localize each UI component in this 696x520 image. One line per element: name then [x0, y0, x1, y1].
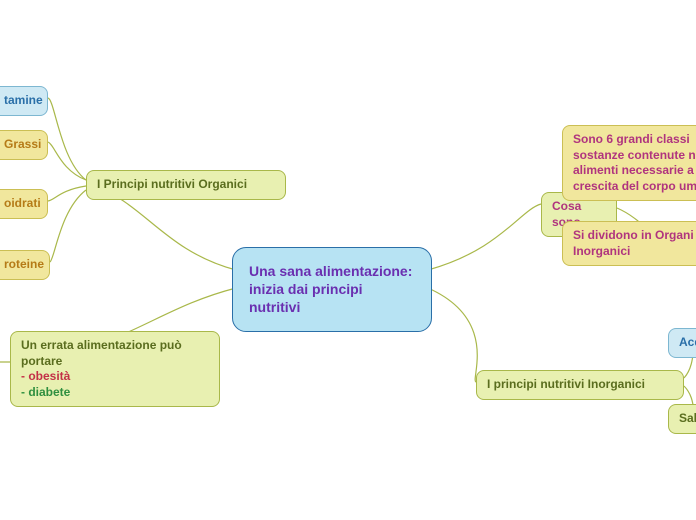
node-acqua-text: Acq — [679, 335, 696, 349]
node-sali[interactable]: Sali — [668, 404, 696, 434]
node-dividono-text: Si dividono in Organi Inorganici — [573, 228, 694, 258]
node-grassi[interactable]: Grassi — [0, 130, 48, 160]
node-proteine[interactable]: roteine — [0, 250, 50, 280]
node-carboidrati[interactable]: oidrati — [0, 189, 48, 219]
node-errata-main: Un errata alimentazione può portare — [21, 338, 209, 369]
node-sali-text: Sali — [679, 411, 696, 425]
mindmap-canvas: Una sana alimentazione: inizia dai princ… — [0, 0, 696, 520]
node-vitamine-text: tamine — [4, 93, 43, 107]
node-sei_classi[interactable]: Sono 6 grandi classi sostanze contenute … — [562, 125, 696, 201]
node-center[interactable]: Una sana alimentazione: inizia dai princ… — [232, 247, 432, 332]
node-inorganici-text: I principi nutritivi Inorganici — [487, 377, 645, 391]
node-proteine-text: roteine — [4, 257, 44, 271]
node-errata-sub1: - obesità — [21, 369, 209, 385]
node-errata[interactable]: Un errata alimentazione può portare- obe… — [10, 331, 220, 407]
node-sei_classi-text: Sono 6 grandi classi sostanze contenute … — [573, 132, 696, 193]
node-errata-sub2: - diabete — [21, 385, 209, 401]
node-organici-text: I Principi nutritivi Organici — [97, 177, 247, 191]
node-inorganici[interactable]: I principi nutritivi Inorganici — [476, 370, 684, 400]
node-vitamine[interactable]: tamine — [0, 86, 48, 116]
node-carboidrati-text: oidrati — [4, 196, 41, 210]
node-organici[interactable]: I Principi nutritivi Organici — [86, 170, 286, 200]
node-dividono[interactable]: Si dividono in Organi Inorganici — [562, 221, 696, 266]
node-grassi-text: Grassi — [4, 137, 41, 151]
node-acqua[interactable]: Acq — [668, 328, 696, 358]
center-text: Una sana alimentazione: inizia dai princ… — [249, 263, 412, 315]
